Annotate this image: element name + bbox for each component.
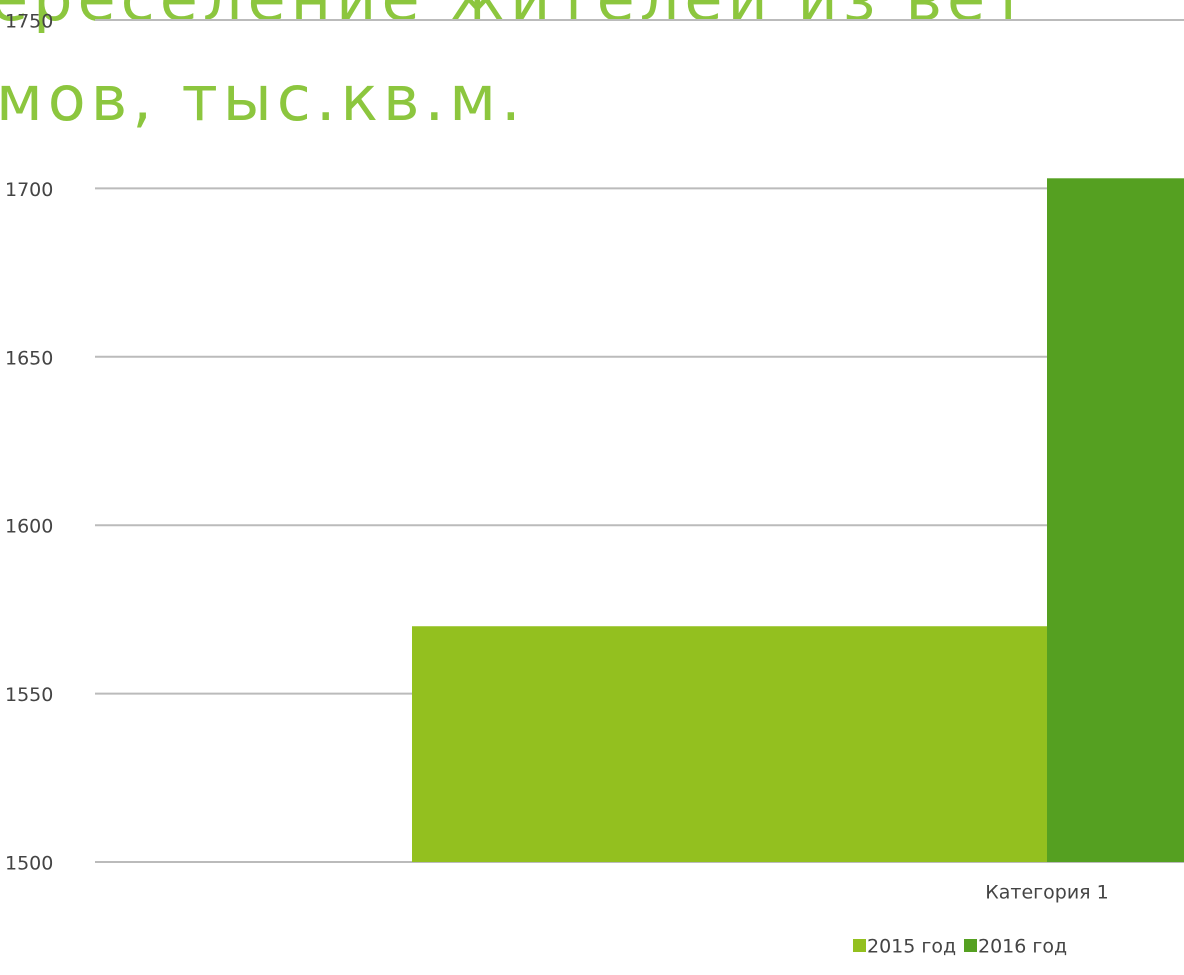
legend-label: 2016 год <box>978 936 1067 958</box>
y-tick-label: 1650 <box>5 347 53 369</box>
legend-swatch <box>853 939 866 952</box>
y-tick-label: 1600 <box>5 516 53 538</box>
x-tick-label: Категория 1 <box>985 882 1108 904</box>
bar <box>412 626 1047 862</box>
bar <box>1047 178 1184 862</box>
legend-swatch <box>964 939 977 952</box>
chart-title-line: мов, тыс.кв.м. <box>0 62 526 135</box>
y-tick-label: 1550 <box>5 684 53 706</box>
y-tick-label: 1750 <box>5 11 53 33</box>
y-tick-label: 1700 <box>5 179 53 201</box>
legend-label: 2015 год <box>867 936 956 958</box>
chart-title-line: ереселение жителей из вет <box>0 0 1031 35</box>
y-tick-label: 1500 <box>5 853 53 875</box>
